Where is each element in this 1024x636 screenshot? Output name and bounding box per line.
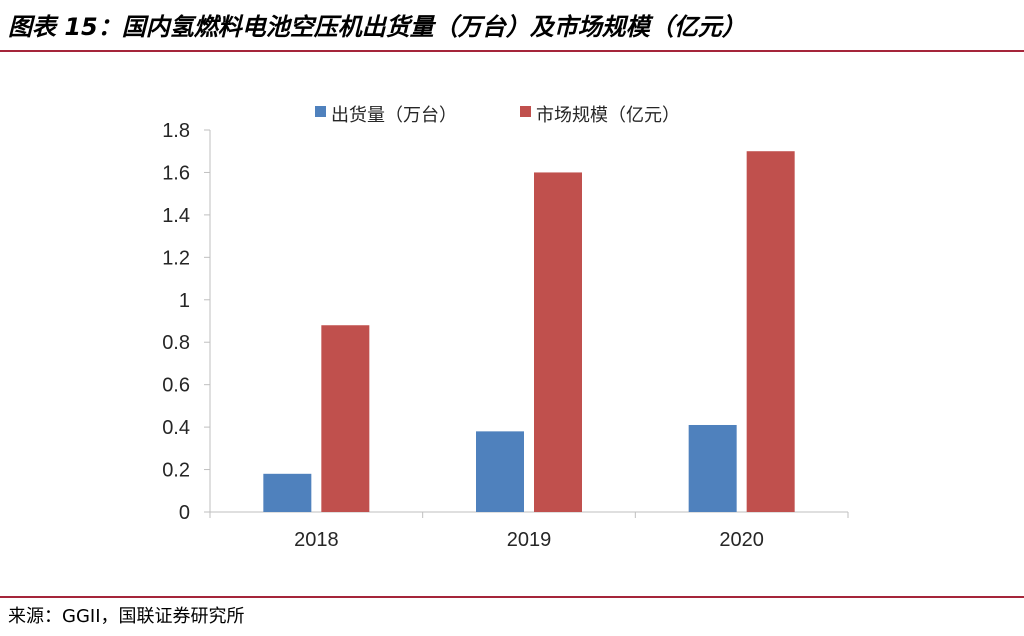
bar-series-group [263,151,795,512]
bar-shipments-2020 [688,424,737,512]
y-tick-label: 0 [179,502,190,524]
y-tick-label: 1.8 [162,120,190,142]
source-divider [0,596,1024,598]
legend-swatch [520,106,531,117]
x-tick-label: 2020 [719,529,764,551]
y-tick-label: 1.6 [162,162,190,184]
bar-market-size-2018 [321,325,370,512]
legend-label: 市场规模（亿元） [536,105,680,126]
y-tick-label: 0.4 [162,417,190,439]
y-tick-label: 1.2 [162,247,190,269]
y-tick-label: 1 [179,290,190,312]
bar-market-size-2020 [746,151,795,512]
bar-market-size-2019 [534,172,582,512]
y-axis: 0 0.2 0.4 0.6 0.8 1 1.2 1.4 1.6 1.8 [162,120,211,524]
legend-swatch [315,106,326,117]
bar-shipments-2019 [476,431,524,512]
x-tick-label: 2018 [294,529,339,551]
x-tick-label: 2019 [507,529,552,551]
legend-label: 出货量（万台） [331,105,457,126]
x-axis: 2018 2019 2020 [209,511,849,551]
y-tick-label: 0.8 [162,332,190,354]
bar-shipments-2018 [263,473,312,512]
y-tick-label: 1.4 [162,205,190,227]
title-divider [0,50,1024,52]
source-note: 来源：GGII，国联证券研究所 [8,606,245,627]
legend: 出货量（万台） 市场规模（亿元） [315,105,680,126]
figure-title: 图表 15：国内氢燃料电池空压机出货量（万台）及市场规模（亿元） [8,13,746,41]
y-tick-label: 0.2 [162,460,190,482]
y-tick-label: 0.6 [162,375,190,397]
